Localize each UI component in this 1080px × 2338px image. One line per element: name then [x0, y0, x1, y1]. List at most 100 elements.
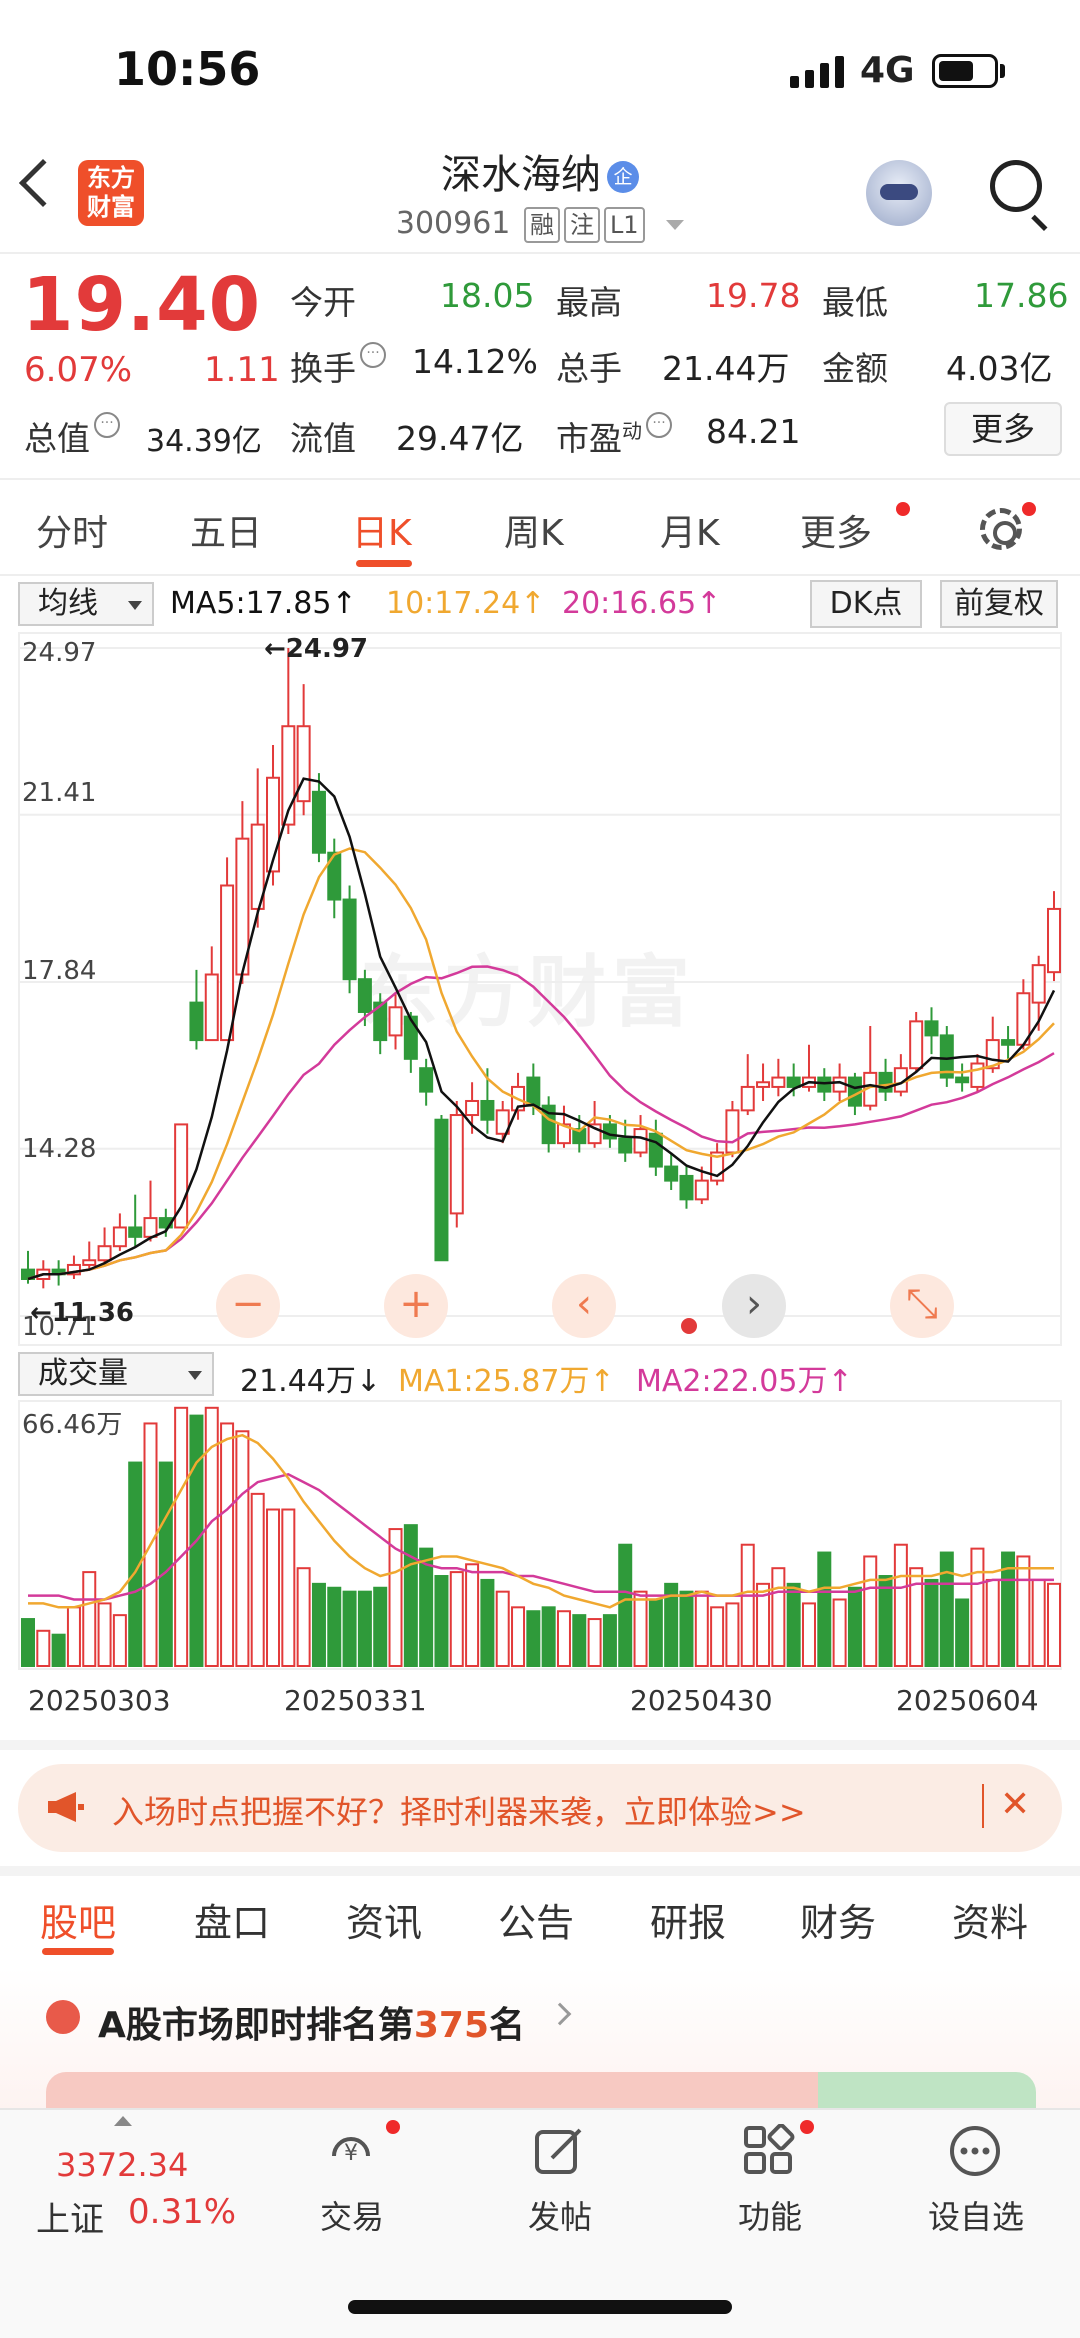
- index-percent[interactable]: 0.31%: [128, 2192, 237, 2232]
- caret-up-icon[interactable]: [114, 2116, 132, 2126]
- volume-bar: [985, 1578, 1000, 1668]
- ma-select[interactable]: 均线: [18, 582, 154, 626]
- candle-body: [1047, 907, 1061, 974]
- section-tab-news[interactable]: 资讯: [346, 1901, 423, 1945]
- volume-bar: [725, 1602, 740, 1668]
- volume-select[interactable]: 成交量: [18, 1352, 214, 1396]
- tab-weekly-k[interactable]: 周K: [504, 513, 564, 554]
- candle-body: [786, 1076, 801, 1088]
- fullscreen-button[interactable]: ⤡: [890, 1274, 954, 1338]
- mktcap-label-text: 总值: [24, 419, 90, 458]
- adjust-button[interactable]: 前复权: [940, 580, 1058, 628]
- section-tab-financials[interactable]: 财务: [800, 1901, 877, 1945]
- candle-body: [572, 1128, 587, 1145]
- turnover-value: 14.12%: [412, 342, 538, 381]
- candle-body: [128, 1226, 143, 1238]
- open-label: 今开: [290, 283, 356, 322]
- kline-chart-frame[interactable]: [18, 632, 1062, 1346]
- info-dots-icon[interactable]: ···: [646, 412, 672, 438]
- ma5-line: [27, 777, 1056, 1281]
- change-amount: 1.11: [204, 350, 280, 390]
- date-label-2: 20250331: [284, 1684, 427, 1717]
- volume-bar: [403, 1524, 418, 1668]
- volume-chart-frame[interactable]: [18, 1400, 1062, 1670]
- post-icon[interactable]: [532, 2124, 586, 2178]
- close-icon[interactable]: ✕: [1000, 1784, 1031, 1825]
- ma10-line: [27, 847, 1055, 1281]
- tab-five-day[interactable]: 五日: [190, 513, 263, 554]
- volume-chart[interactable]: [0, 0, 1080, 1680]
- volume-ma2: MA2:22.05万↑: [636, 1364, 853, 1399]
- volume-bar: [128, 1461, 143, 1667]
- volume-bar: [970, 1547, 985, 1668]
- more-dots-icon[interactable]: [948, 2124, 1002, 2178]
- amount-label: 金额: [822, 349, 888, 388]
- trade-icon[interactable]: ¥: [324, 2126, 378, 2180]
- features-icon[interactable]: [742, 2124, 796, 2178]
- y-tick-2: 21.41: [22, 778, 97, 808]
- dk-point-button[interactable]: DK点: [810, 580, 922, 628]
- stock-title: 深水海纳企: [0, 142, 1080, 200]
- volume-bar: [909, 1567, 924, 1667]
- tab-more-dot: [896, 502, 910, 516]
- promo-banner[interactable]: [18, 1764, 1062, 1852]
- info-dots-icon[interactable]: ···: [360, 342, 386, 368]
- volume-bar: [158, 1461, 173, 1667]
- ma5-value: MA5:17.85↑: [170, 586, 357, 621]
- tab-monthly-k[interactable]: 月K: [660, 513, 720, 554]
- zoom-in-button[interactable]: +: [384, 1274, 448, 1338]
- index-value[interactable]: 3372.34: [56, 2146, 189, 2184]
- volume-value: 21.44万: [662, 349, 790, 388]
- home-indicator: [348, 2300, 732, 2314]
- pe-label-text: 市盈: [556, 419, 622, 458]
- volume-bar: [832, 1598, 847, 1667]
- volume-bar: [679, 1590, 694, 1667]
- rank-text[interactable]: A股市场即时排名第375名: [98, 1996, 525, 2048]
- next-button[interactable]: ›: [722, 1274, 786, 1338]
- logo-line-2: 财富: [87, 193, 135, 221]
- info-dots-icon[interactable]: ···: [94, 412, 120, 438]
- section-tab-announcements[interactable]: 公告: [498, 1901, 575, 1945]
- nav-watchlist[interactable]: 设自选: [927, 2198, 1024, 2236]
- volume-bar: [511, 1606, 526, 1668]
- section-tab-forum[interactable]: 股吧: [40, 1901, 117, 1945]
- search-icon[interactable]: [990, 160, 1042, 212]
- enterprise-badge-icon: 企: [607, 161, 639, 193]
- volume-bar: [602, 1614, 617, 1667]
- tab-daily-k[interactable]: 日K: [352, 513, 412, 554]
- stock-code: 300961: [395, 206, 511, 241]
- megaphone-icon: [48, 1792, 84, 1822]
- banner-text[interactable]: 入场时点把握不好？择时利器来袭，立即体验>>: [112, 1793, 806, 1831]
- volume-bar: [97, 1602, 112, 1668]
- nav-trade[interactable]: 交易: [319, 2198, 384, 2236]
- stock-code-row[interactable]: 300961 融注 L1: [0, 206, 1080, 243]
- more-button[interactable]: 更多: [944, 402, 1062, 456]
- low-value: 17.86: [974, 276, 1069, 315]
- nav-features[interactable]: 功能: [737, 2198, 802, 2236]
- volume-bar: [786, 1582, 801, 1668]
- section-tab-profile[interactable]: 资料: [952, 1901, 1029, 1945]
- volume-bar: [342, 1590, 357, 1667]
- volume-bar: [955, 1598, 970, 1667]
- zoom-out-button[interactable]: −: [216, 1274, 280, 1338]
- volume-bar: [357, 1590, 372, 1667]
- nav-post[interactable]: 发帖: [527, 2198, 592, 2236]
- tag-registered: 注: [563, 207, 600, 243]
- robot-assistant-icon[interactable]: [866, 160, 932, 226]
- index-name[interactable]: 上证: [36, 2200, 104, 2240]
- chevron-down-icon[interactable]: [666, 219, 685, 230]
- volume-bar: [480, 1578, 495, 1668]
- tab-more[interactable]: 更多: [800, 513, 873, 554]
- kline-chart[interactable]: [0, 0, 1080, 1350]
- candle-body: [756, 1081, 771, 1088]
- prev-button[interactable]: ‹: [552, 1274, 616, 1338]
- volume-max-label: 66.46万: [22, 1410, 123, 1440]
- bottom-nav: [0, 2108, 1080, 2338]
- section-tab-orderbook[interactable]: 盘口: [194, 1901, 271, 1945]
- stock-name: 深水海纳: [441, 152, 601, 198]
- tab-intraday[interactable]: 分时: [36, 513, 109, 554]
- gear-icon[interactable]: [980, 508, 1022, 550]
- volume-bar: [281, 1508, 296, 1667]
- section-tab-research[interactable]: 研报: [650, 1901, 727, 1945]
